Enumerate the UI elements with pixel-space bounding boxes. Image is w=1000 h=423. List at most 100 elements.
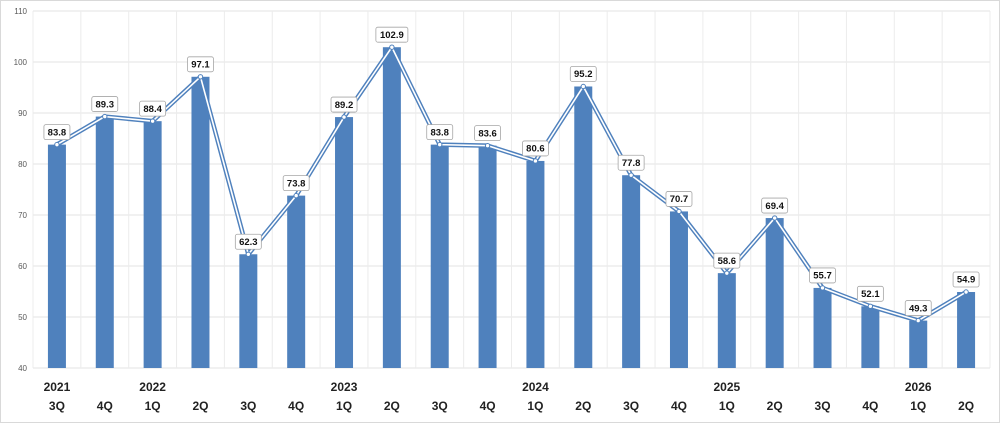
x-quarter-label: 3Q [815,399,831,413]
bar [239,254,258,368]
x-axis: 2021 3Q 4Q 2022 1Q 2Q 3Q 4Q 2023 1Q 2Q 3Q 4Q 2024 1Q 2Q… [44,380,975,413]
bar [957,292,976,368]
data-label-group: 89.2 [330,96,358,113]
data-label: 89.2 [335,100,354,111]
bar [526,160,545,368]
data-label-box [522,140,549,157]
bar [287,195,306,368]
data-label-box [904,300,932,316]
data-label: 83.6 [478,128,497,139]
y-tick-label: 90 [18,109,27,118]
data-label-group: 102.9 [375,26,409,43]
y-tick-label: 40 [18,364,27,373]
bar [717,273,736,368]
bar [335,117,354,368]
bar-series [47,47,976,369]
data-label-group: 55.7 [809,267,836,284]
data-label-box [91,96,119,112]
line-point [628,172,634,178]
line-point [245,251,252,257]
data-label: 83.8 [48,127,67,138]
bar [430,144,449,368]
x-quarter-label: 4Q [97,399,113,413]
data-label: 77.8 [622,158,641,169]
data-label-group: 77.8 [617,154,645,171]
data-label: 58.6 [718,256,737,267]
y-tick-label: 60 [18,262,27,271]
data-label-box [234,233,262,250]
data-label: 69.4 [765,201,784,212]
data-label-group: 52.1 [856,285,884,302]
data-label: 49.3 [909,303,928,314]
data-label-box [43,124,71,141]
data-label: 55.7 [813,271,832,282]
data-label-box [187,56,214,73]
line-point [484,142,491,149]
data-label-box [330,96,358,113]
data-labels: 83.8 89.3 88.4 97.1 62.3 73.8 89.2 102.9 83.8 83.… [43,26,980,316]
grid-layer [32,10,991,369]
line-point [676,208,682,215]
data-label: 97.1 [191,59,210,70]
line-point [341,114,347,120]
line-point [437,141,443,148]
data-label-box [713,252,741,269]
x-quarter-label: 2Q [192,399,208,413]
line-point [149,118,156,124]
bar [382,47,401,369]
bar [143,121,162,368]
line-point [915,317,921,324]
line-point [293,192,299,199]
line-point [724,270,730,276]
line-point [389,44,395,50]
line-point [867,303,874,309]
line-point [963,289,969,295]
line-point [532,158,539,164]
bar [765,218,784,368]
x-quarter-label: 3Q [432,399,448,413]
x-quarter-label: 2Q [958,399,974,413]
x-quarter-label: 4Q [288,399,304,413]
data-label-box [139,100,167,117]
data-label-box [569,66,597,82]
data-label-box [952,271,980,288]
data-label-box [809,267,836,284]
line-point [197,74,204,80]
x-quarter-label: 1Q [145,399,161,413]
data-label-box [617,154,645,171]
y-tick-label: 80 [18,160,27,169]
data-label-box [665,191,693,207]
line-point [580,83,586,90]
bar [622,175,641,368]
x-quarter-label: 1Q [719,399,735,413]
line-point [819,285,826,291]
x-quarter-label: 1Q [527,399,543,413]
x-year-label: 2022 [139,380,166,394]
data-label-group: 54.9 [952,271,980,288]
data-label: 83.8 [430,127,449,138]
x-year-label: 2026 [905,380,932,394]
x-year-label: 2024 [522,380,549,394]
bar [861,306,880,368]
data-label-box [282,175,310,192]
data-label: 54.9 [957,275,976,286]
data-label-group: 88.4 [139,100,167,117]
data-label: 102.9 [380,30,404,41]
bar [47,144,66,368]
data-label: 88.4 [143,104,162,115]
x-year-label: 2023 [331,380,358,394]
data-label-group: 95.2 [569,66,597,82]
data-label: 89.3 [96,99,115,110]
data-label: 52.1 [861,289,880,300]
data-label-group: 89.3 [91,96,119,112]
x-quarter-label: 3Q [240,399,256,413]
y-tick-label: 70 [18,211,27,220]
bar [191,76,210,368]
data-label-group: 70.7 [665,191,693,207]
x-quarter-label: 2Q [384,399,400,413]
bar [669,211,688,368]
data-label-group: 83.6 [474,125,501,142]
bar [813,287,832,368]
x-year-label: 2025 [713,380,740,394]
